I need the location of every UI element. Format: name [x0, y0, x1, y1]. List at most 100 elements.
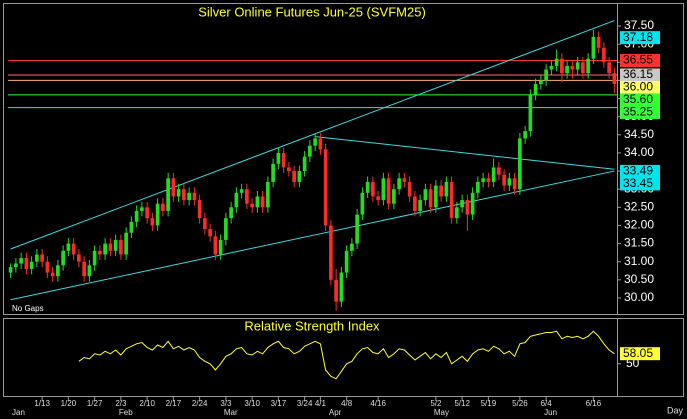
- candle-body: [82, 261, 86, 277]
- price-label-box: [620, 31, 660, 45]
- candle-body: [166, 178, 170, 211]
- candle-body: [407, 181, 412, 197]
- candle-body: [512, 178, 517, 190]
- candle-body: [418, 200, 422, 211]
- candle-body: [45, 261, 50, 273]
- candle-body: [77, 254, 81, 262]
- candle-body: [339, 272, 344, 302]
- candle-body: [549, 65, 554, 70]
- candle-body: [40, 254, 44, 262]
- candle-body: [565, 65, 569, 74]
- month-label: Jan: [12, 408, 25, 417]
- candle-body: [66, 243, 71, 251]
- candle-body: [234, 192, 239, 208]
- candle-body: [602, 47, 606, 63]
- candle-body: [113, 239, 118, 251]
- y-tick-label: 31.50: [624, 236, 654, 250]
- trendline: [10, 170, 615, 301]
- candle-body: [161, 203, 165, 211]
- candle-body: [218, 239, 223, 255]
- candle-body: [486, 178, 491, 182]
- x-tick-label: 2/24: [192, 399, 208, 408]
- candle-body: [140, 207, 144, 211]
- plot-layer: 30.0030.5031.0031.5032.0032.5033.0033.50…: [8, 18, 660, 417]
- x-tick-label: 5/2: [430, 399, 442, 408]
- x-tick-label: 4/16: [370, 399, 386, 408]
- candle-body: [591, 36, 596, 59]
- price-panel-frame: [3, 3, 684, 315]
- rsi-title: Relative Strength Index: [244, 318, 380, 333]
- candle-body: [596, 36, 601, 48]
- trendline: [10, 20, 615, 250]
- candle-body: [260, 196, 265, 208]
- candle-body: [449, 181, 454, 219]
- x-tick-label: 3/24: [297, 399, 313, 408]
- y-tick-label: 30.50: [624, 272, 654, 286]
- x-tick-label: 5/19: [481, 399, 497, 408]
- candle-body: [507, 178, 512, 186]
- x-tick-label: 2/10: [139, 399, 155, 408]
- candle-body: [129, 221, 134, 233]
- candle-body: [108, 243, 113, 251]
- candle-body: [528, 94, 533, 132]
- x-tick-label: 1/20: [61, 399, 77, 408]
- candle-body: [570, 65, 575, 70]
- candle-body: [523, 131, 527, 139]
- price-label: 35.60: [623, 92, 653, 106]
- candle-body: [276, 152, 281, 164]
- chart-title: Silver Online Futures Jun-25 (SVFM25): [198, 4, 426, 19]
- candle-body: [365, 181, 370, 193]
- candle-body: [402, 178, 407, 182]
- candle-body: [439, 185, 443, 197]
- candle-body: [465, 200, 470, 215]
- candle-body: [397, 178, 401, 190]
- candle-body: [119, 239, 123, 255]
- candle-body: [350, 243, 354, 251]
- candle-body: [502, 174, 506, 186]
- candle-body: [56, 265, 60, 277]
- candle-body: [329, 225, 333, 280]
- candle-body: [266, 181, 270, 208]
- price-label: 33.45: [623, 176, 653, 190]
- candle-body: [239, 189, 244, 193]
- candle-body: [297, 171, 302, 182]
- x-tick-label: 2/3: [115, 399, 127, 408]
- candle-body: [560, 58, 564, 74]
- candle-body: [533, 84, 538, 95]
- candle-body: [586, 58, 590, 74]
- candle-body: [376, 196, 380, 201]
- x-tick-label: 2/17: [166, 399, 182, 408]
- price-label-box: [620, 105, 660, 119]
- candle-body: [145, 207, 149, 219]
- candle-body: [470, 192, 475, 215]
- candle-body: [150, 218, 155, 226]
- month-label: May: [434, 408, 449, 417]
- candle-body: [281, 152, 286, 168]
- candle-body: [371, 181, 375, 197]
- candle-body: [518, 138, 522, 190]
- candle-body: [575, 62, 580, 70]
- candle-body: [29, 261, 34, 269]
- price-label: 33.49: [623, 164, 653, 178]
- month-label: Mar: [224, 408, 238, 417]
- rsi-panel-frame: [3, 318, 684, 397]
- candle-body: [271, 163, 275, 182]
- candle-body: [14, 263, 18, 268]
- candle-body: [344, 250, 349, 273]
- x-tick-label: 1/13: [34, 399, 50, 408]
- candle-body: [434, 185, 438, 208]
- x-tick-label: 5/26: [512, 399, 528, 408]
- candle-body: [497, 167, 501, 175]
- x-tick-label: 6/4: [541, 399, 553, 408]
- month-label: Jun: [544, 408, 557, 417]
- candle-body: [455, 207, 459, 219]
- y-tick-label: 37.50: [624, 18, 654, 32]
- candle-body: [360, 192, 365, 215]
- candle-body: [428, 189, 433, 208]
- candle-body: [481, 178, 485, 182]
- candle-body: [245, 189, 249, 204]
- candle-body: [124, 232, 128, 255]
- candle-body: [334, 279, 338, 302]
- price-label-box: [620, 164, 660, 178]
- candle-body: [607, 62, 611, 74]
